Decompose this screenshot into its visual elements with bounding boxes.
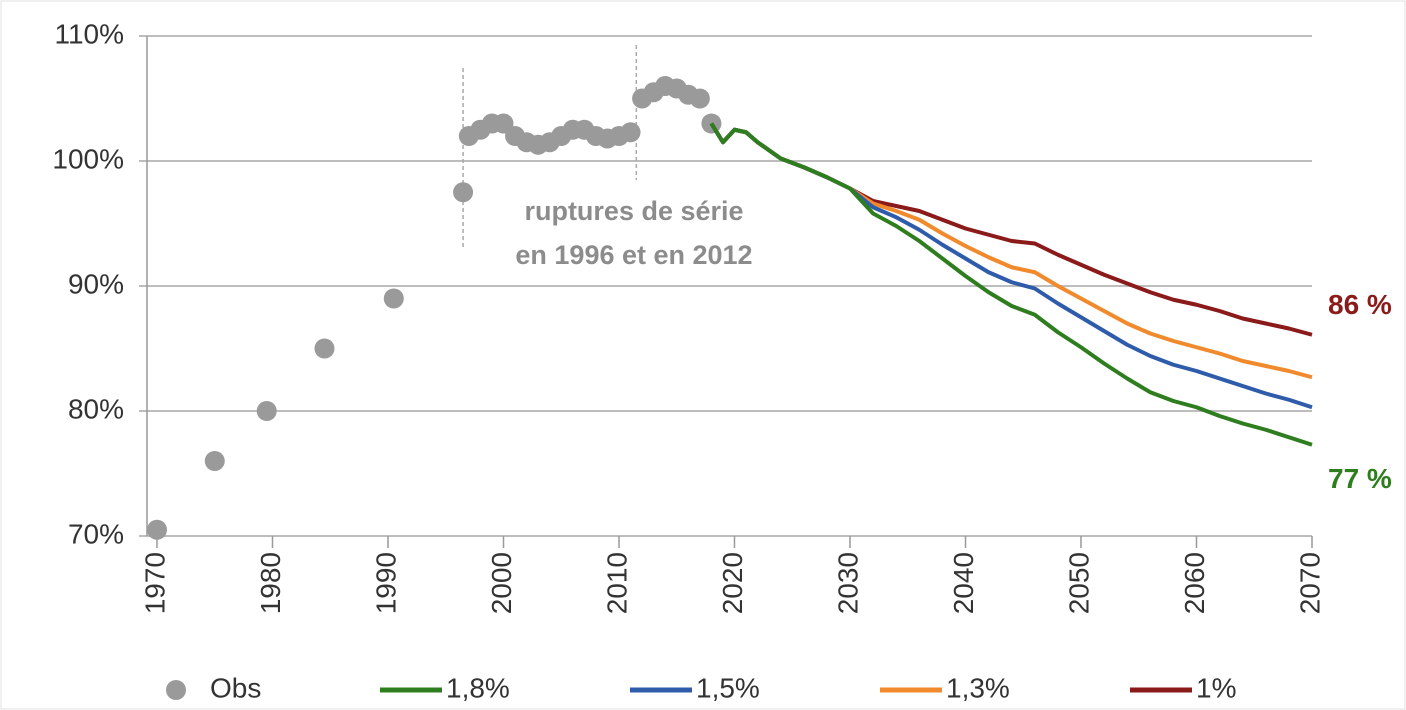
legend-label: Obs xyxy=(210,672,261,703)
x-tick-label: 2040 xyxy=(948,552,979,614)
legend-marker xyxy=(166,680,186,700)
obs-point xyxy=(314,338,335,359)
x-tick-label: 2010 xyxy=(601,552,632,614)
y-tick-label: 80% xyxy=(68,393,124,424)
x-tick-label: 1990 xyxy=(370,552,401,614)
annotation: ruptures de série xyxy=(524,196,743,226)
x-tick-label: 2030 xyxy=(832,552,863,614)
legend-label: 1% xyxy=(1196,672,1236,703)
obs-point xyxy=(453,182,474,203)
x-tick-label: 2060 xyxy=(1179,552,1210,614)
x-tick-label: 2000 xyxy=(486,552,517,614)
obs-point xyxy=(383,288,404,309)
legend-label: 1,8% xyxy=(446,672,510,703)
obs-point xyxy=(204,451,225,471)
obs-point xyxy=(620,122,641,143)
obs-point xyxy=(689,88,710,109)
x-tick-label: 2020 xyxy=(717,552,748,614)
legend-label: 1,3% xyxy=(946,672,1010,703)
y-tick-label: 100% xyxy=(52,143,124,174)
legend-label: 1,5% xyxy=(696,672,760,703)
annotation: en 1996 et en 2012 xyxy=(515,240,752,270)
end-label: 77 % xyxy=(1328,463,1392,494)
y-tick-label: 90% xyxy=(68,268,124,299)
y-tick-label: 70% xyxy=(68,518,124,549)
x-tick-label: 1970 xyxy=(139,552,170,614)
x-tick-label: 2070 xyxy=(1294,552,1325,614)
x-tick-label: 2050 xyxy=(1063,552,1094,614)
obs-point xyxy=(147,519,167,540)
y-tick-label: 110% xyxy=(54,18,124,49)
end-label: 86 % xyxy=(1328,289,1392,320)
x-tick-label: 1980 xyxy=(255,552,286,614)
series-line xyxy=(709,122,1313,447)
obs-point xyxy=(256,401,277,421)
